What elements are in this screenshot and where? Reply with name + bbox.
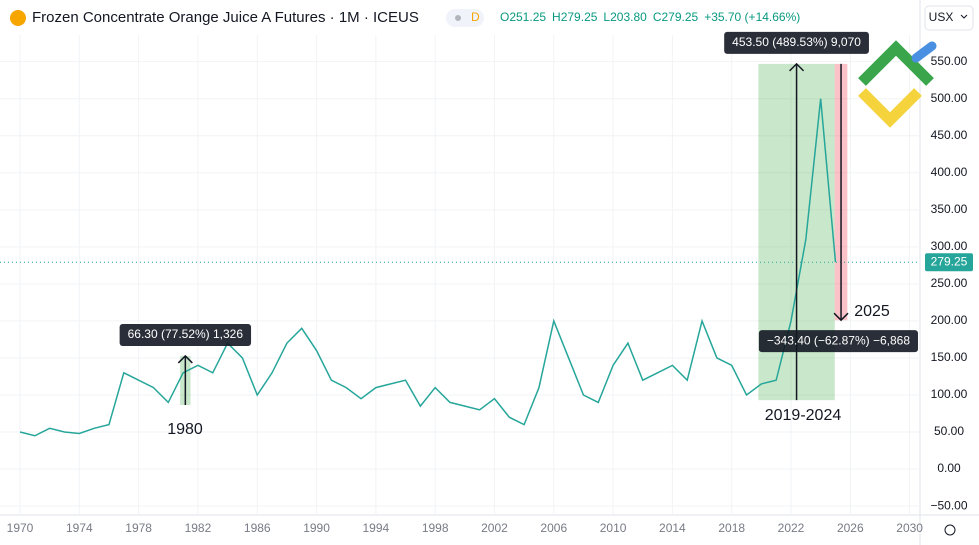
measure-label: 66.30 (77.52%) 1,326 (128, 327, 244, 341)
x-tick-label: 2030 (896, 521, 923, 535)
measure-label: 453.50 (489.53%) 9,070 (732, 35, 861, 49)
y-tick-label: 450.00 (931, 128, 968, 142)
symbol-icon (10, 10, 26, 26)
ohlc-value: L203.80 (603, 10, 647, 24)
x-tick-label: 1998 (422, 521, 449, 535)
badge-dot (455, 15, 461, 21)
interval-badge[interactable]: D (471, 10, 480, 24)
arrow-head (833, 312, 849, 322)
y-tick-label: 0.00 (937, 461, 961, 475)
x-tick-label: 1982 (185, 521, 212, 535)
arrow-head (177, 354, 193, 364)
currency-button[interactable] (924, 5, 974, 31)
logo-green (858, 40, 934, 86)
x-tick-label: 2026 (837, 521, 864, 535)
y-tick-label: −50.00 (930, 498, 967, 512)
x-tick-label: 1990 (303, 521, 330, 535)
y-tick-label: 150.00 (931, 350, 968, 364)
y-tick-label: 350.00 (931, 202, 968, 216)
x-tick-label: 1986 (244, 521, 271, 535)
x-tick-label: 1978 (125, 521, 152, 535)
last-price-tag (925, 253, 973, 272)
annotation: 1980 (167, 421, 203, 438)
y-tick-label: 200.00 (931, 313, 968, 327)
x-tick-label: 2002 (481, 521, 508, 535)
settings-icon[interactable] (944, 524, 956, 536)
y-tick-label: 300.00 (931, 239, 968, 253)
x-tick-label: 1974 (66, 521, 93, 535)
chart-title: Frozen Concentrate Orange Juice A Future… (32, 9, 419, 26)
x-tick-label: 2014 (659, 521, 686, 535)
y-tick-label: 100.00 (931, 387, 968, 401)
annotation: 2025 (854, 303, 890, 320)
badge-bg (446, 9, 484, 27)
ohlc-value: O251.25 (500, 10, 546, 24)
last-price-label: 279.25 (931, 254, 968, 268)
x-tick-label: 2022 (778, 521, 805, 535)
price-line (19, 98, 837, 437)
measure-label: −343.40 (−62.87%) −6,868 (767, 333, 910, 347)
measure-label-bg (758, 330, 918, 353)
y-tick-label: 50.00 (934, 424, 964, 438)
dropdown-icon (960, 14, 968, 19)
measure-label-bg (724, 31, 869, 54)
y-tick-label: 250.00 (931, 276, 968, 290)
logo (858, 40, 937, 128)
x-tick-label: 2006 (540, 521, 567, 535)
x-tick-label: 1970 (7, 521, 34, 535)
x-tick-label: 1994 (363, 521, 390, 535)
y-tick-label: 400.00 (931, 165, 968, 179)
y-tick-label: 500.00 (931, 91, 968, 105)
x-tick-label: 2018 (718, 521, 745, 535)
logo-yellow (858, 88, 922, 128)
annotation: 2019-2024 (765, 407, 842, 424)
y-tick-label: 550.00 (931, 54, 968, 68)
plot: 66.30 (77.52%) 1,326 453.50 (489.53%) 9,0… (0, 31, 920, 515)
measure-label-bg (119, 323, 252, 346)
ohlc-value: H279.25 (552, 10, 598, 24)
arrow-head (789, 62, 805, 72)
currency[interactable]: USX (929, 10, 954, 24)
ohlc-value: C279.25 (653, 10, 699, 24)
logo-blue (911, 41, 937, 63)
ohlc-value: +35.70 (+14.66%) (704, 10, 800, 24)
x-tick-label: 2010 (600, 521, 627, 535)
